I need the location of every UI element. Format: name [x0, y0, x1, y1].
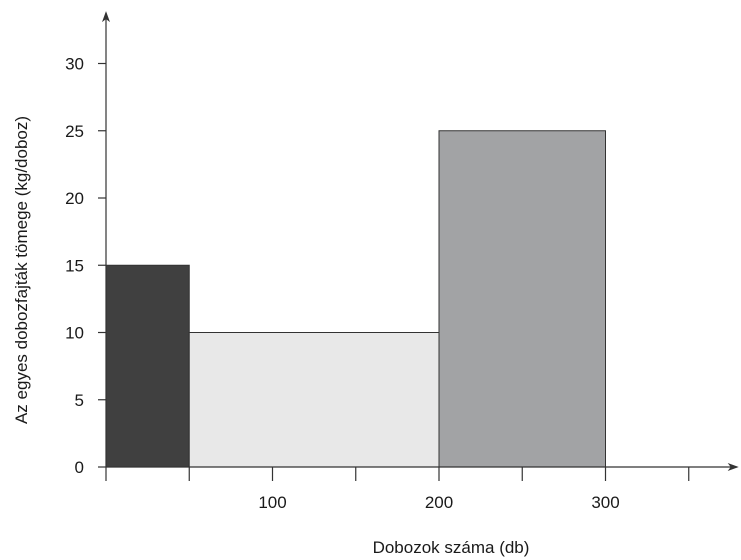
bar-2	[188, 332, 440, 468]
y-axis-title: Az egyes dobozfajták tömege (kg/doboz)	[12, 116, 31, 424]
y-tick-label-5: 5	[75, 391, 84, 410]
y-tick-label-15: 15	[65, 256, 84, 275]
x-tick-label-300: 300	[591, 493, 619, 512]
x-axis-title: Dobozok száma (db)	[373, 538, 530, 557]
y-tick-label-25: 25	[65, 122, 84, 141]
y-tick-label-0: 0	[75, 458, 84, 477]
x-axis-arrow	[727, 463, 739, 471]
tick-labels: 0 5 10 15 20 25 30 100 200 300	[65, 55, 620, 513]
y-tick-label-30: 30	[65, 55, 84, 74]
axes	[98, 11, 739, 481]
bar-3	[438, 130, 606, 468]
x-tick-label-100: 100	[258, 493, 286, 512]
bars	[105, 130, 606, 468]
y-tick-label-20: 20	[65, 189, 84, 208]
y-tick-label-10: 10	[65, 324, 84, 343]
y-axis-arrow	[102, 11, 110, 23]
bar-1	[105, 264, 190, 468]
x-tick-label-200: 200	[425, 493, 453, 512]
